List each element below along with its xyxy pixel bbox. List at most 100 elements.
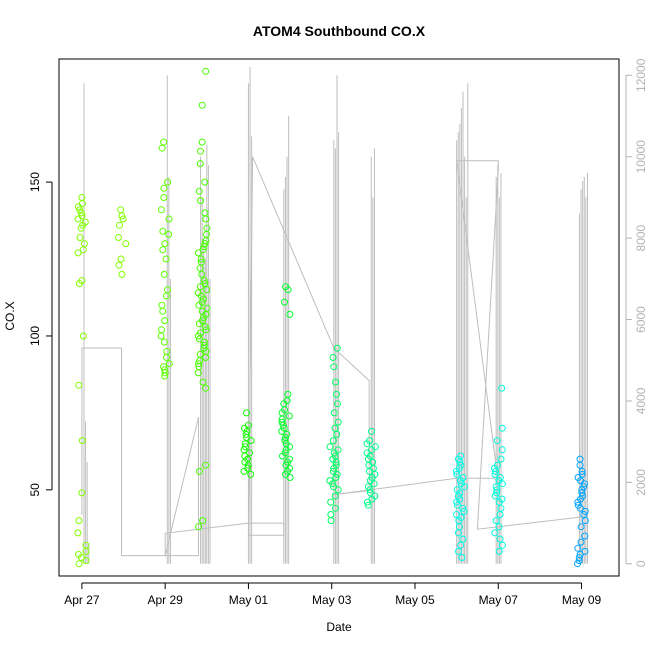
data-point: [496, 511, 504, 518]
data-point: [285, 412, 293, 420]
data-point: [332, 458, 340, 466]
data-point: [77, 209, 85, 217]
data-point: [370, 480, 378, 488]
data-point: [115, 234, 122, 241]
data-point: [364, 498, 371, 506]
y2-tick-label: 10000: [634, 140, 648, 174]
data-point: [162, 255, 170, 263]
data-point: [197, 283, 204, 291]
data-point: [118, 270, 126, 278]
data-point: [78, 200, 86, 208]
x-tick-label: May 09: [562, 593, 602, 607]
data-point: [202, 384, 210, 392]
data-point: [278, 418, 286, 426]
data-point: [576, 461, 584, 469]
data-point: [199, 378, 207, 386]
data-point: [460, 507, 468, 515]
y2-tick-label: 4000: [634, 387, 648, 414]
data-point: [74, 249, 82, 257]
data-point: [491, 529, 499, 537]
data-point: [77, 224, 85, 232]
data-point: [198, 138, 206, 146]
data-point: [199, 517, 207, 525]
data-point: [247, 470, 255, 478]
data-point: [82, 547, 90, 555]
data-point: [165, 360, 173, 368]
data-point: [196, 335, 203, 343]
data-point: [159, 307, 167, 315]
data-point: [498, 446, 506, 454]
y2-tick-label: 0: [634, 560, 648, 567]
data-point: [202, 326, 210, 334]
data-point: [574, 544, 582, 552]
data-point: [459, 504, 467, 512]
x-axis-label: Date: [326, 620, 352, 634]
data-point: [366, 486, 374, 494]
data-point: [334, 486, 342, 494]
data-point: [246, 449, 254, 457]
data-point: [165, 230, 173, 238]
data-point: [498, 541, 506, 549]
x-tick-label: May 07: [479, 593, 519, 607]
data-point: [333, 344, 341, 352]
data-point: [496, 474, 504, 481]
data-point: [202, 461, 210, 469]
data-point: [453, 498, 461, 506]
data-point: [195, 301, 203, 309]
right-axis-series: [81, 67, 588, 564]
y2-tick-label: 6000: [634, 306, 648, 333]
data-point: [240, 467, 248, 475]
data-point: [334, 418, 342, 426]
data-point: [330, 449, 338, 457]
data-point: [364, 501, 372, 509]
axes: Apr 27 Apr 29 May 01 May 03 May 05 May 07 May …: [28, 58, 648, 607]
data-point: [160, 338, 168, 346]
x-tick-label: Apr 29: [147, 593, 183, 607]
data-point: [460, 483, 468, 491]
data-point: [197, 197, 205, 205]
x-tick-label: May 01: [229, 593, 269, 607]
data-point: [203, 286, 211, 294]
data-point: [195, 360, 202, 368]
x-tick-label: May 03: [312, 593, 352, 607]
data-point: [278, 427, 286, 435]
data-point: [498, 480, 506, 488]
data-point: [331, 504, 339, 512]
data-point: [327, 511, 335, 518]
data-point: [492, 467, 500, 475]
data-point: [199, 246, 207, 254]
data-point: [576, 504, 584, 512]
data-point: [453, 467, 460, 475]
data-point: [577, 538, 585, 546]
data-point: [242, 430, 250, 438]
data-point: [329, 480, 337, 488]
data-point: [459, 535, 467, 543]
data-point: [158, 144, 166, 152]
data-point: [581, 547, 589, 555]
data-point: [198, 270, 206, 278]
data-point: [330, 464, 338, 472]
data-point: [457, 541, 465, 549]
data-point: [161, 240, 169, 248]
data-point: [159, 246, 167, 254]
data-point: [157, 206, 165, 214]
data-point: [244, 461, 252, 469]
data-point: [330, 409, 338, 417]
data-point: [117, 255, 125, 263]
data-point: [76, 280, 83, 288]
data-point: [578, 467, 586, 475]
data-point: [194, 369, 202, 377]
data-point: [243, 409, 250, 417]
data-point: [74, 203, 82, 211]
data-point: [454, 547, 462, 555]
data-point: [82, 557, 90, 565]
data-point: [160, 138, 168, 146]
data-point: [165, 215, 173, 223]
data-point: [453, 501, 461, 509]
data-point: [118, 212, 126, 220]
data-point: [119, 215, 127, 223]
data-point: [197, 255, 205, 263]
data-point: [115, 261, 123, 269]
data-point: [334, 400, 341, 408]
data-point: [160, 194, 168, 201]
